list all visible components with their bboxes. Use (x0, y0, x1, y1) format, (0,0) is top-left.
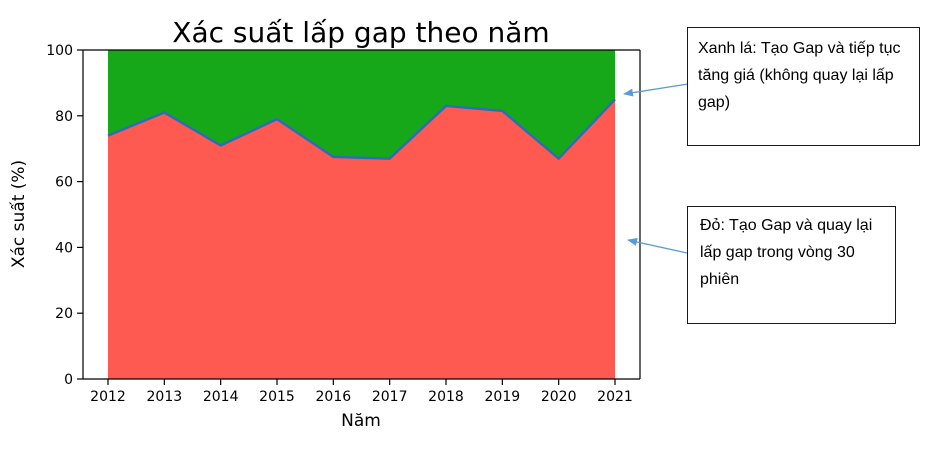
y-tick-label: 20 (55, 306, 73, 322)
y-tick-label: 0 (64, 372, 73, 388)
x-tick-label: 2017 (372, 389, 408, 405)
x-ticks: 2012 2013 2014 2015 2016 2017 2018 2019 2020 2021 (90, 379, 633, 405)
series-boundary-line (107, 98, 616, 161)
x-axis-label: Năm (341, 411, 381, 431)
x-tick-label: 2012 (90, 389, 126, 405)
x-tick-label: 2020 (541, 389, 577, 405)
x-tick-label: 2021 (597, 389, 633, 405)
green-note-box: Xanh lá: Tạo Gap và tiếp tục tăng giá (k… (687, 27, 920, 146)
y-axis-label: Xác suất (%) (8, 160, 29, 268)
x-tick-label: 2015 (259, 389, 295, 405)
green-note-text: Xanh lá: Tạo Gap và tiếp tục tăng giá (k… (698, 40, 901, 111)
red-note-text: Đỏ: Tạo Gap và quay lại lấp gap trong vò… (700, 217, 873, 288)
x-tick-label: 2019 (485, 389, 521, 405)
x-tick-label: 2013 (147, 389, 183, 405)
x-tick-label: 2016 (316, 389, 352, 405)
y-tick-label: 100 (46, 43, 73, 59)
green-area (108, 50, 615, 159)
y-tick-label: 80 (55, 109, 73, 125)
x-tick-label: 2014 (203, 389, 239, 405)
y-tick-label: 60 (55, 175, 73, 191)
plot-area (107, 50, 616, 379)
x-tick-label: 2018 (428, 389, 464, 405)
green-note-arrow (623, 83, 689, 97)
y-tick-label: 40 (55, 240, 73, 256)
y-ticks: 0 20 40 60 80 100 (46, 43, 83, 388)
chart-title: Xác suất lấp gap theo năm (172, 16, 549, 49)
red-note-arrow (627, 238, 688, 254)
red-note-box: Đỏ: Tạo Gap và quay lại lấp gap trong vò… (687, 206, 896, 324)
red-area (108, 99, 615, 379)
